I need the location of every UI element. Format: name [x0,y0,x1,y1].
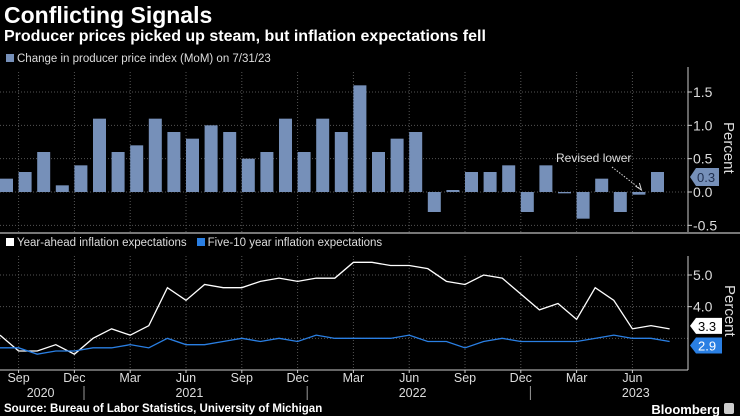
annotation-text: Revised lower [556,151,631,165]
y-tick-label: 5.0 [693,267,713,283]
bar-jul-2023 [651,172,664,192]
bar-apr-2023 [595,178,609,192]
legend-item-five-ten: Five-10 year inflation expectations [196,237,383,249]
bar-dec-2021 [297,152,311,192]
bar-dec-2022 [520,192,534,212]
x-tick-label: Dec [63,371,85,385]
legend-label: Five-10 year inflation expectations [207,237,383,249]
x-year-label: 2020 [27,386,55,400]
legend-swatch [6,238,14,246]
annotation-arrowhead [635,182,643,192]
bar-sep-2022 [465,172,478,192]
bar-mar-2023 [576,192,590,219]
bar-mar-2021 [130,145,144,192]
panel-separator [0,232,740,234]
bar-jan-2023 [539,165,553,192]
bar-mar-2022 [353,85,367,192]
chart-subtitle: Producer prices picked up steam, but inf… [4,28,486,45]
bar-sep-2021 [241,158,255,192]
bar-jan-2021 [93,118,106,192]
last-value-badge [690,168,719,186]
legend-label: Year-ahead inflation expectations [17,237,187,249]
x-tick-label: Jun [622,371,642,385]
bar-feb-2023 [558,192,571,194]
bar-jun-2022 [409,132,423,192]
bar-dec-2020 [74,165,88,192]
y-tick-label: 0.5 [693,151,713,167]
x-tick-label: Sep [231,371,253,385]
top-legend: Change in producer price index (MoM) on … [6,53,271,65]
bar-sep-2020 [18,172,32,192]
chart-title: Conflicting Signals [4,2,213,28]
line-series-five-ten-year [0,334,670,355]
bar-may-2021 [167,132,181,192]
last-value-label: 0.3 [697,170,715,185]
last-value-label: 3.3 [698,319,716,334]
source-note: Source: Bureau of Labor Statistics, Univ… [4,403,323,415]
bar-oct-2021 [260,152,274,192]
x-tick-label: Mar [119,371,141,385]
bar-jun-2023 [632,192,646,195]
bar-may-2022 [390,138,404,192]
x-tick-label: Sep [7,371,29,385]
last-value-label: 2.9 [698,339,716,354]
bloomberg-chart-icon [724,403,734,414]
bar-jul-2021 [204,125,218,192]
bar-apr-2022 [372,152,385,192]
bar-apr-2021 [148,118,162,192]
annotation-arrow [611,166,641,190]
y-tick-label: 1.0 [693,117,713,133]
last-value-badge [690,317,722,334]
x-year-label: 2021 [175,386,203,400]
bar-may-2023 [613,192,627,212]
x-tick-label: Mar [343,371,365,385]
bar-jan-2022 [316,118,330,192]
legend-item-year-ahead: Year-ahead inflation expectations [6,237,187,249]
x-tick-label: Jun [399,371,419,385]
y-tick-label: -0.5 [693,217,717,233]
legend-item-ppi: Change in producer price index (MoM) on … [6,53,271,65]
bar-feb-2021 [111,152,125,192]
bar-aug-2021 [223,132,237,192]
legend-swatch [196,238,205,246]
bar-oct-2020 [37,152,51,192]
x-tick-label: Jun [176,371,196,385]
brand-logo: Bloomberg [651,402,720,416]
x-year-label: 2023 [622,386,650,400]
x-tick-label: Dec [510,371,532,385]
legend-swatch [6,54,14,62]
bar-nov-2020 [55,185,69,192]
y-axis-title: Percent [720,122,737,175]
y-tick-label: 0.0 [693,184,713,200]
bar-jun-2021 [186,138,199,192]
x-tick-label: Mar [566,371,588,385]
x-year-label: 2022 [399,386,427,400]
bar-jul-2022 [427,192,441,212]
last-value-badge [690,337,722,354]
bar-aug-2020 [0,178,13,192]
bar-nov-2022 [502,165,516,192]
bar-feb-2022 [334,132,348,192]
y-axis-title: Percent [721,285,738,338]
y-tick-label: 1.5 [693,84,713,100]
bar-aug-2022 [446,190,460,192]
x-tick-label: Sep [454,371,476,385]
y-tick-label: 4.0 [693,299,713,315]
x-tick-label: Dec [286,371,308,385]
line-series-year-ahead [0,261,670,355]
legend-label: Change in producer price index (MoM) on … [17,53,271,65]
bar-oct-2022 [483,172,497,192]
bottom-legend: Year-ahead inflation expectations Five-1… [6,237,382,249]
bar-nov-2021 [279,118,292,192]
